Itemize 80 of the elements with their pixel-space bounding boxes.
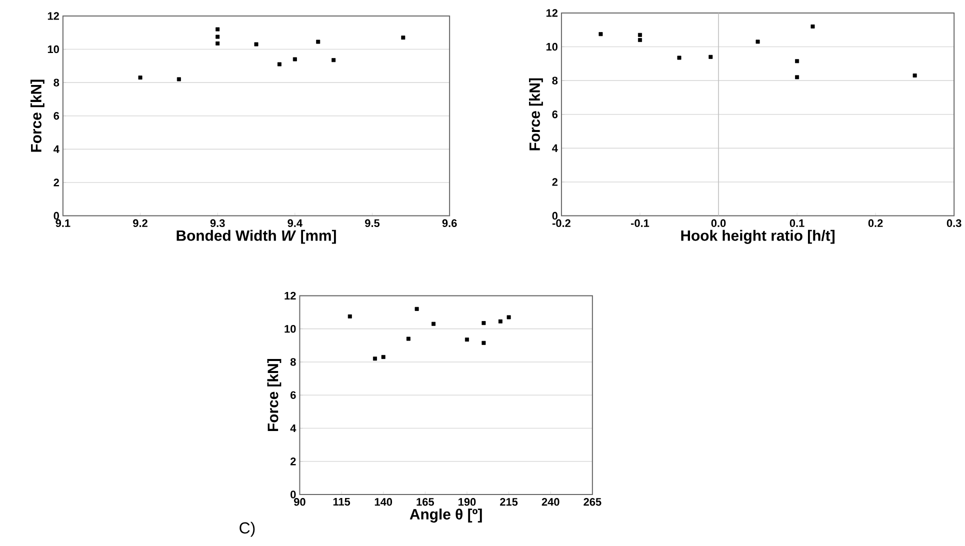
- point: [292, 57, 297, 62]
- point: [348, 314, 352, 318]
- y-tick-label: 10: [546, 42, 558, 50]
- y-tick-label: 2: [552, 178, 558, 186]
- x-tick-label: 0.2: [868, 219, 883, 227]
- y-tick-label: 6: [552, 110, 558, 118]
- y-tick-label: 4: [290, 424, 296, 432]
- x-tick-label: 190: [458, 498, 476, 506]
- y-tick-label: 4: [54, 145, 60, 153]
- y-axis-title: Force [kN]: [267, 358, 282, 431]
- y-tick-label: 0: [290, 490, 296, 498]
- y-tick-label: 8: [290, 358, 296, 366]
- y-tick-label: 6: [290, 391, 296, 399]
- y-tick-label: 4: [552, 144, 558, 152]
- point: [677, 56, 682, 60]
- x-tick-label: -0.2: [552, 219, 570, 227]
- y-tick-label: 10: [48, 45, 59, 53]
- y-axis-title: Force [kN]: [30, 80, 44, 152]
- y-tick-label: 8: [54, 78, 60, 86]
- y-tick-label: 2: [54, 178, 59, 186]
- point: [810, 24, 815, 28]
- point: [498, 319, 502, 324]
- x-tick-label: 0.1: [790, 219, 804, 227]
- x-tick-label: 9.6: [442, 219, 457, 227]
- x-tick-label: 140: [374, 498, 392, 506]
- y-tick-label: 8: [552, 76, 558, 84]
- point: [464, 337, 469, 342]
- x-tick-label: -0.1: [630, 219, 650, 227]
- point: [506, 315, 511, 320]
- y-tick-label: 10: [284, 324, 296, 332]
- y-tick-label: 0: [552, 212, 558, 220]
- point: [332, 58, 336, 62]
- point: [638, 38, 642, 42]
- point: [316, 40, 320, 44]
- x-tick-label: 9.2: [133, 219, 148, 227]
- point: [406, 336, 410, 341]
- point: [482, 320, 486, 325]
- point: [482, 340, 486, 345]
- y-tick-label: 12: [546, 8, 558, 17]
- point: [138, 75, 142, 80]
- y-tick-label: 0: [54, 212, 59, 220]
- point: [756, 39, 760, 44]
- x-tick-label: 9.5: [365, 219, 380, 227]
- point: [414, 306, 419, 311]
- x-axis-title: Angle θ [º]: [410, 508, 482, 522]
- point: [381, 354, 386, 359]
- x-tick-label: 0.3: [946, 219, 962, 227]
- x-tick-label: 9.1: [56, 219, 70, 227]
- point: [216, 27, 220, 32]
- y-axis-title: Force [kN]: [529, 78, 543, 150]
- x-tick-label: 215: [500, 498, 518, 506]
- point: [176, 77, 181, 82]
- point: [638, 32, 642, 37]
- point: [795, 74, 800, 79]
- x-tick-label: 9.4: [288, 219, 302, 227]
- point: [254, 42, 258, 46]
- point: [401, 35, 406, 40]
- point: [277, 62, 282, 66]
- point: [372, 356, 377, 360]
- text: C): [240, 522, 255, 536]
- point: [708, 54, 713, 59]
- x-tick-label: 240: [542, 498, 560, 506]
- x-tick-label: 115: [333, 498, 350, 506]
- x-axis-title: Bonded Width W [mm]: [176, 230, 336, 244]
- point: [432, 322, 436, 326]
- point: [216, 34, 220, 39]
- x-axis-title: Hook height ratio [h/t]: [681, 230, 834, 244]
- point: [795, 58, 800, 63]
- x-tick-label: 165: [416, 498, 434, 506]
- point: [216, 41, 220, 46]
- point: [598, 32, 603, 36]
- x-tick-label: 265: [584, 498, 602, 506]
- x-tick-label: 9.3: [210, 219, 225, 227]
- y-tick-label: 12: [48, 12, 59, 20]
- y-tick-label: 2: [290, 457, 296, 465]
- x-tick-label: 90: [294, 498, 306, 506]
- x-tick-label: 0.0: [711, 219, 726, 227]
- point: [912, 73, 917, 78]
- y-tick-label: 12: [284, 292, 296, 300]
- y-tick-label: 6: [54, 112, 60, 120]
